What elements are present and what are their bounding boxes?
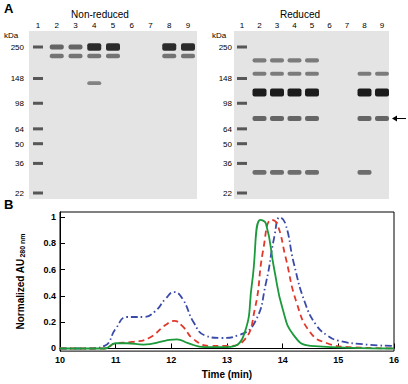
svg-text:22: 22 (15, 189, 24, 198)
svg-text:4: 4 (92, 21, 97, 30)
svg-text:0: 0 (51, 343, 56, 353)
svg-text:A: A (4, 1, 14, 16)
svg-text:1: 1 (36, 21, 41, 30)
svg-text:0.2: 0.2 (43, 317, 56, 327)
svg-text:6: 6 (130, 21, 135, 30)
svg-text:250: 250 (11, 43, 25, 52)
svg-text:36: 36 (223, 159, 232, 168)
svg-text:5: 5 (111, 21, 116, 30)
svg-text:22: 22 (223, 189, 232, 198)
svg-text:1: 1 (51, 212, 56, 222)
svg-text:148: 148 (219, 74, 233, 83)
svg-text:15: 15 (333, 355, 343, 365)
svg-text:9: 9 (380, 21, 385, 30)
svg-text:50: 50 (15, 140, 24, 149)
svg-text:kDa: kDa (212, 31, 227, 40)
svg-text:kDa: kDa (4, 31, 19, 40)
svg-text:250: 250 (219, 43, 233, 52)
svg-text:11: 11 (111, 355, 121, 365)
svg-text:12: 12 (166, 355, 176, 365)
svg-text:5: 5 (310, 21, 315, 30)
svg-text:0.4: 0.4 (43, 291, 56, 301)
svg-text:3: 3 (73, 21, 78, 30)
svg-text:6: 6 (327, 21, 332, 30)
svg-text:1: 1 (240, 21, 245, 30)
svg-text:Reduced: Reduced (280, 9, 320, 20)
svg-text:8: 8 (167, 21, 172, 30)
svg-text:280 nm: 280 nm (19, 233, 26, 257)
svg-text:8: 8 (362, 21, 367, 30)
svg-text:2: 2 (55, 21, 60, 30)
svg-text:98: 98 (223, 99, 232, 108)
svg-text:Time (min): Time (min) (202, 369, 252, 380)
svg-text:16: 16 (389, 355, 399, 365)
svg-text:10: 10 (55, 355, 65, 365)
svg-text:2: 2 (257, 21, 262, 30)
svg-text:50: 50 (223, 140, 232, 149)
svg-text:B: B (4, 197, 13, 212)
svg-text:3: 3 (275, 21, 280, 30)
svg-text:0.8: 0.8 (43, 238, 56, 248)
svg-text:98: 98 (15, 99, 24, 108)
svg-text:0.6: 0.6 (43, 265, 56, 275)
svg-text:Non-reduced: Non-reduced (71, 9, 129, 20)
svg-text:9: 9 (186, 21, 191, 30)
svg-text:14: 14 (278, 355, 288, 365)
svg-text:Normalized AU: Normalized AU (15, 259, 26, 330)
svg-text:7: 7 (148, 21, 153, 30)
svg-text:13: 13 (222, 355, 232, 365)
svg-text:4: 4 (292, 21, 297, 30)
svg-text:36: 36 (15, 159, 24, 168)
svg-text:7: 7 (345, 21, 350, 30)
svg-text:64: 64 (15, 125, 24, 134)
svg-text:64: 64 (223, 125, 232, 134)
svg-text:148: 148 (11, 74, 25, 83)
